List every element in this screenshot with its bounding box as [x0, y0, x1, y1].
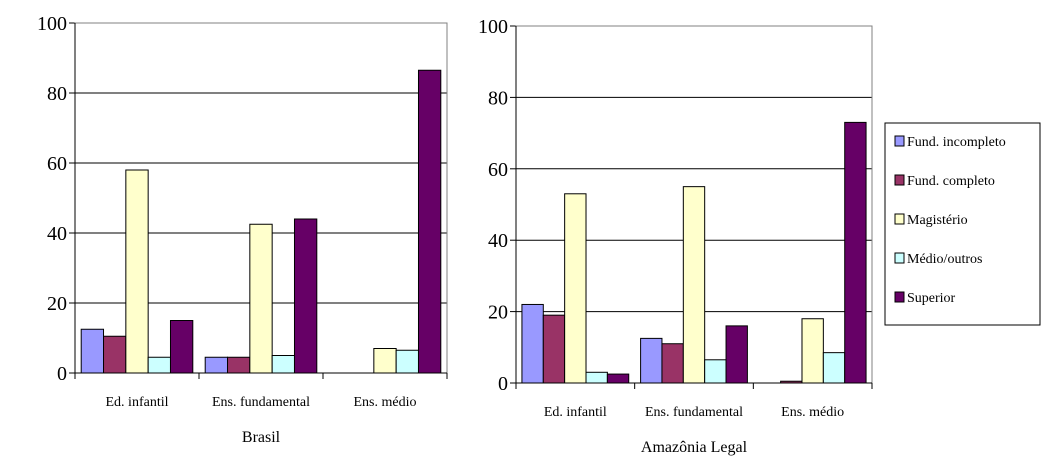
bar-magisterio-ens-medio — [801, 318, 824, 384]
chart-panel-brasil: 0 20 40 60 80 100 Ed. infantil Ens. fundamental… — [37, 13, 448, 446]
bar-fund-completo-ens-fundamental — [661, 343, 684, 384]
bar-medio-outros-ens-fundamental — [704, 359, 727, 384]
bar-superior-ens-fundamental — [725, 325, 748, 384]
y-tick-label: 80 — [488, 87, 508, 109]
bar-magisterio-ens-fundamental — [682, 186, 706, 384]
bar-fund-completo-ed-infantil — [103, 335, 127, 374]
legend-swatch-fund-incompleto — [894, 135, 905, 147]
y-tick-label: 20 — [47, 293, 67, 315]
bar-magisterio-ed-infantil — [564, 193, 587, 384]
bar-magisterio-ens-medio — [373, 348, 397, 374]
bar-fund-completo-ed-infantil — [542, 314, 566, 384]
bar-fund-incompleto-ens-fundamental — [640, 337, 663, 384]
x-tick-label: Ens. médio — [354, 395, 417, 410]
legend-box — [884, 122, 1041, 326]
bar-medio-outros-ens-fundamental — [271, 355, 295, 374]
bar-medio-outros-ed-infantil — [147, 356, 171, 374]
y-tick-label: 40 — [488, 230, 508, 252]
bar-medio-outros-ens-medio — [822, 352, 846, 384]
bar-magisterio-ens-fundamental — [249, 223, 273, 374]
legend-label-superior: Superior — [907, 291, 956, 306]
y-tick-label: 0 — [498, 373, 508, 395]
y-tick-label: 0 — [57, 363, 67, 385]
legend-label-medio-outros: Médio/outros — [907, 252, 982, 267]
y-tick-label: 20 — [488, 302, 508, 324]
bar-fund-incompleto-ed-infantil — [80, 328, 105, 374]
bar-superior-ed-infantil — [169, 320, 194, 374]
legend-swatch-superior — [894, 291, 905, 303]
x-tick-label: Ed. infantil — [544, 405, 607, 420]
y-tick-label: 60 — [488, 159, 508, 181]
legend-swatch-magisterio — [894, 213, 905, 225]
y-tick-label: 100 — [478, 16, 508, 38]
bar-superior-ed-infantil — [606, 373, 630, 384]
bar-magisterio-ed-infantil — [125, 169, 149, 374]
bar-fund-incompleto-ed-infantil — [521, 303, 544, 384]
y-tick-label: 60 — [47, 153, 67, 175]
bar-superior-ens-medio — [417, 69, 442, 374]
bar-medio-outros-ed-infantil — [585, 371, 608, 384]
legend-label-fund-completo: Fund. completo — [907, 174, 995, 189]
x-tick-label: Ens. médio — [781, 405, 844, 420]
legend: Fund. incompleto Fund. completo Magistério… — [884, 122, 1041, 326]
bar-medio-outros-ens-medio — [395, 349, 419, 374]
y-tick-label: 40 — [47, 223, 67, 245]
x-tick-label: Ens. fundamental — [645, 405, 743, 420]
x-axis-label: Brasil — [242, 429, 281, 446]
y-tick-label: 80 — [47, 83, 67, 105]
chart-panel-amazonia-legal: 0 20 40 60 80 100 Ed. infantil Ens. fundamental… — [478, 16, 873, 456]
legend-swatch-medio-outros — [894, 252, 905, 264]
bar-superior-ens-fundamental — [293, 218, 318, 374]
legend-swatch-fund-completo — [894, 174, 905, 186]
x-tick-label: Ens. fundamental — [212, 395, 310, 410]
bar-fund-completo-ens-fundamental — [227, 356, 251, 374]
x-axis-label: Amazônia Legal — [641, 439, 748, 456]
bar-fund-completo-ens-medio — [780, 380, 803, 384]
bar-superior-ens-medio — [844, 121, 867, 384]
y-tick-label: 100 — [37, 13, 67, 35]
x-tick-label: Ed. infantil — [106, 395, 169, 410]
legend-label-fund-incompleto: Fund. incompleto — [907, 135, 1006, 150]
legend-label-magisterio: Magistério — [907, 213, 968, 228]
bar-fund-incompleto-ens-fundamental — [204, 356, 229, 374]
